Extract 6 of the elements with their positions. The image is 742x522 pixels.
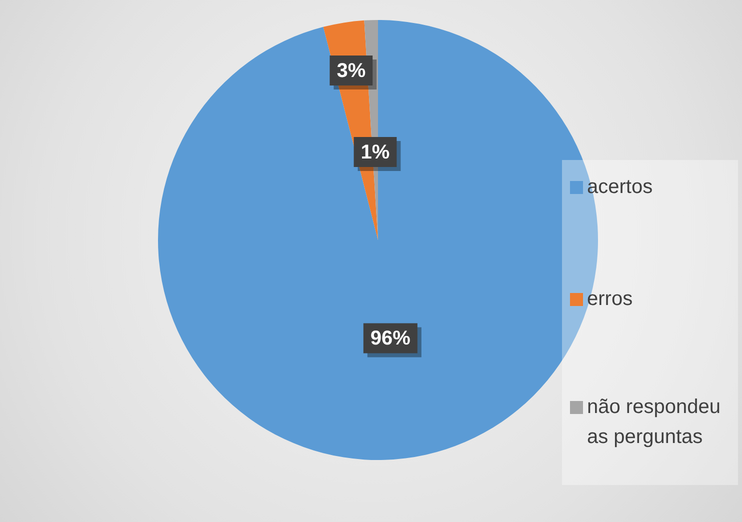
legend-label: erros	[587, 287, 634, 312]
data-label: 1%	[360, 142, 390, 164]
data-label: 3%	[336, 60, 366, 82]
data-label: 96%	[370, 328, 411, 350]
legend-label: acertos	[587, 175, 654, 200]
legend-label: não respondeu as perguntas	[587, 395, 722, 450]
